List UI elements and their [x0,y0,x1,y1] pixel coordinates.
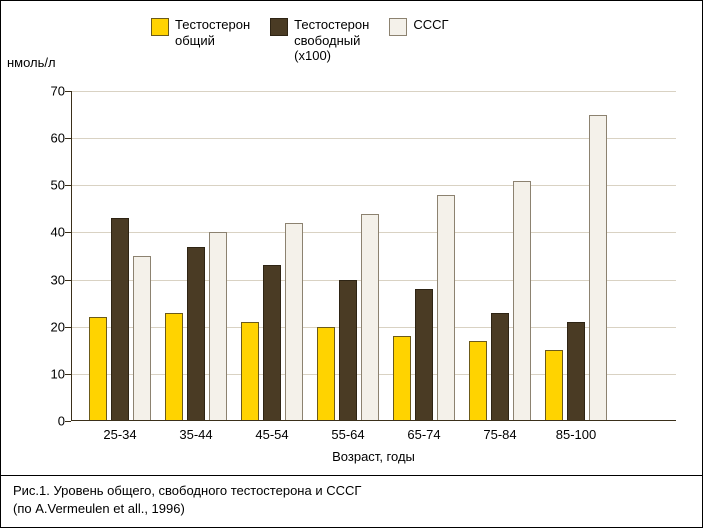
legend-swatch-total [151,18,169,36]
y-axis-label: 50 [37,178,65,193]
bar-group [545,91,607,421]
caption-line-2: (по A.Vermeulen et all., 1996) [13,500,690,518]
legend-label-free: Тестостерон свободный (х100) [294,17,369,64]
bar-total [545,350,563,421]
bar-sscg [437,195,455,421]
x-axis-label: 25-34 [103,427,136,442]
legend-item-free: Тестостерон свободный (х100) [270,17,369,64]
legend-label-total: Тестостерон общий [175,17,250,48]
legend-item-total: Тестостерон общий [151,17,250,48]
bar-sscg [285,223,303,421]
bar-free [567,322,585,421]
bar-sscg [133,256,151,421]
bar-total [317,327,335,421]
x-axis-line [71,420,676,421]
legend: Тестостерон общий Тестостерон свободный (… [151,17,692,64]
y-axis-label: 40 [37,225,65,240]
bar-group [165,91,227,421]
bar-sscg [209,232,227,421]
plot-area: Возраст, годы 01020304050607025-3435-444… [71,91,676,421]
bar-group [317,91,379,421]
bar-total [165,313,183,421]
y-axis-label: 10 [37,366,65,381]
x-axis-label: 35-44 [179,427,212,442]
bar-free [339,280,357,421]
y-axis-line [71,91,72,421]
x-axis-label: 65-74 [407,427,440,442]
x-axis-label: 75-84 [483,427,516,442]
x-axis-label: 55-64 [331,427,364,442]
legend-label-sscg: СССГ [413,17,448,33]
bar-group [241,91,303,421]
bar-free [491,313,509,421]
bar-sscg [589,115,607,421]
bar-free [263,265,281,421]
legend-item-sscg: СССГ [389,17,448,36]
bar-total [469,341,487,421]
y-axis-label: 30 [37,272,65,287]
x-axis-label: 45-54 [255,427,288,442]
y-axis-label: 70 [37,84,65,99]
caption-line-1: Рис.1. Уровень общего, свободного тестос… [13,482,690,500]
y-axis-tick [65,421,71,422]
bar-total [89,317,107,421]
bar-total [241,322,259,421]
bar-sscg [361,214,379,421]
y-axis-label: 0 [37,414,65,429]
x-axis-title: Возраст, годы [332,449,415,464]
x-axis-label: 85-100 [556,427,596,442]
legend-swatch-sscg [389,18,407,36]
y-axis-title: нмоль/л [7,55,56,70]
bar-free [187,247,205,421]
figure-caption: Рис.1. Уровень общего, свободного тестос… [1,476,702,527]
bar-total [393,336,411,421]
y-axis-label: 20 [37,319,65,334]
bar-free [415,289,433,421]
bar-sscg [513,181,531,421]
bar-group [469,91,531,421]
chart-area: нмоль/л Тестостерон общий Тестостерон сво… [1,1,702,476]
bar-group [89,91,151,421]
bar-group [393,91,455,421]
y-axis-label: 60 [37,131,65,146]
figure-frame: нмоль/л Тестостерон общий Тестостерон сво… [0,0,703,528]
bar-free [111,218,129,421]
legend-swatch-free [270,18,288,36]
